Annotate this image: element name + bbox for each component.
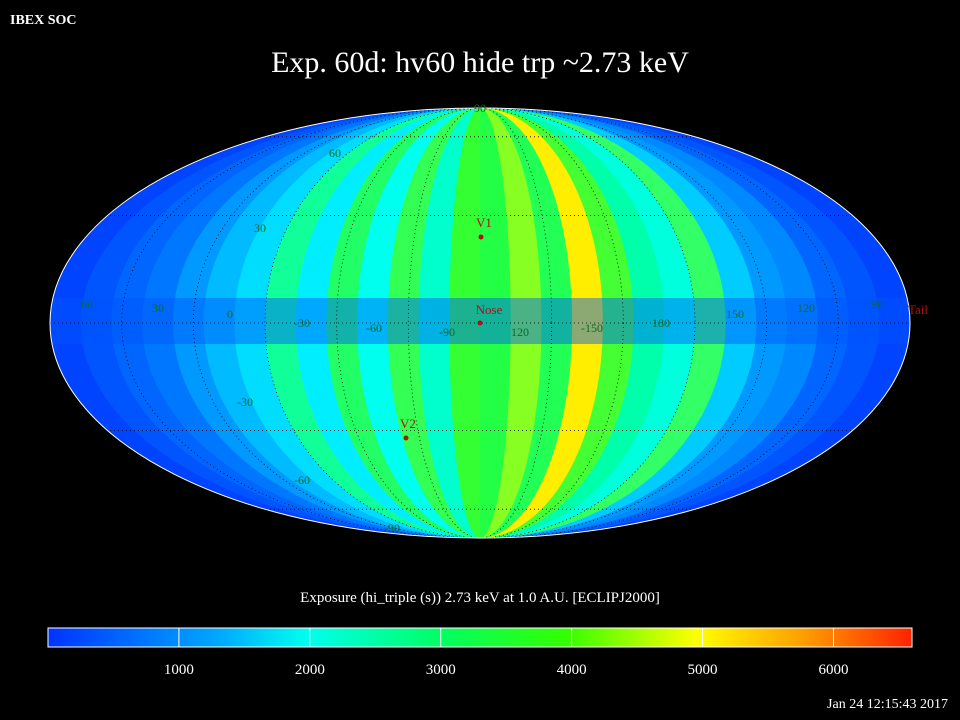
lat-label: 90: [474, 101, 486, 115]
colorbar-tick-label: 3000: [426, 662, 456, 678]
lat-label: -60: [294, 473, 310, 487]
marker-dot: [403, 435, 409, 441]
timestamp: Jan 24 12:15:43 2017: [827, 697, 948, 712]
lon-label: 120: [797, 301, 815, 315]
lon-label: 150: [726, 307, 744, 321]
map-area: [50, 108, 910, 538]
marker-label: V2: [400, 416, 416, 431]
marker-label: V1: [476, 215, 492, 230]
lat-label: 60: [329, 146, 341, 160]
lat-label: -30: [237, 395, 253, 409]
map-title: Exp. 60d: hv60 hide trp ~2.73 keV: [271, 46, 689, 79]
meridian: [336, 108, 624, 538]
lon-label: 60: [81, 297, 93, 311]
colorbar: [47, 627, 913, 648]
marker-label: Tail: [908, 302, 928, 317]
marker-dot: [478, 234, 484, 240]
source-label: IBEX SOC: [10, 13, 77, 28]
colorbar-tick-label: 4000: [557, 662, 587, 678]
lon-label: 180: [652, 316, 670, 330]
lat-label: 30: [254, 221, 266, 235]
heat-strip: [449, 108, 480, 538]
lon-label: -30: [294, 316, 310, 330]
heat-strip: [480, 108, 511, 538]
colorbar-title: Exposure (hi_triple (s)) 2.73 keV at 1.0…: [300, 590, 660, 606]
colorbar-tick-label: 2000: [295, 662, 325, 678]
lat-label: -90: [384, 521, 400, 535]
colorbar-tick-label: 1000: [164, 662, 194, 678]
lon-label: 120: [511, 325, 529, 339]
map-labels: 90 60 30 -30 -60 -90 60 30 0 -30 -60 -90…: [81, 101, 928, 535]
lon-label: -90: [439, 325, 455, 339]
meridian: [407, 108, 553, 538]
marker-dot: [477, 320, 483, 326]
colorbar-tick-label: 6000: [818, 662, 848, 678]
lon-label: -60: [366, 321, 382, 335]
lon-label: 90: [871, 297, 883, 311]
map-border: [49, 107, 911, 539]
colorbar-tick-label: 5000: [688, 662, 718, 678]
lon-label: 30: [152, 301, 164, 315]
marker-label: Nose: [476, 302, 503, 317]
lon-label: -150: [581, 321, 603, 335]
lon-label: 0: [227, 307, 233, 321]
